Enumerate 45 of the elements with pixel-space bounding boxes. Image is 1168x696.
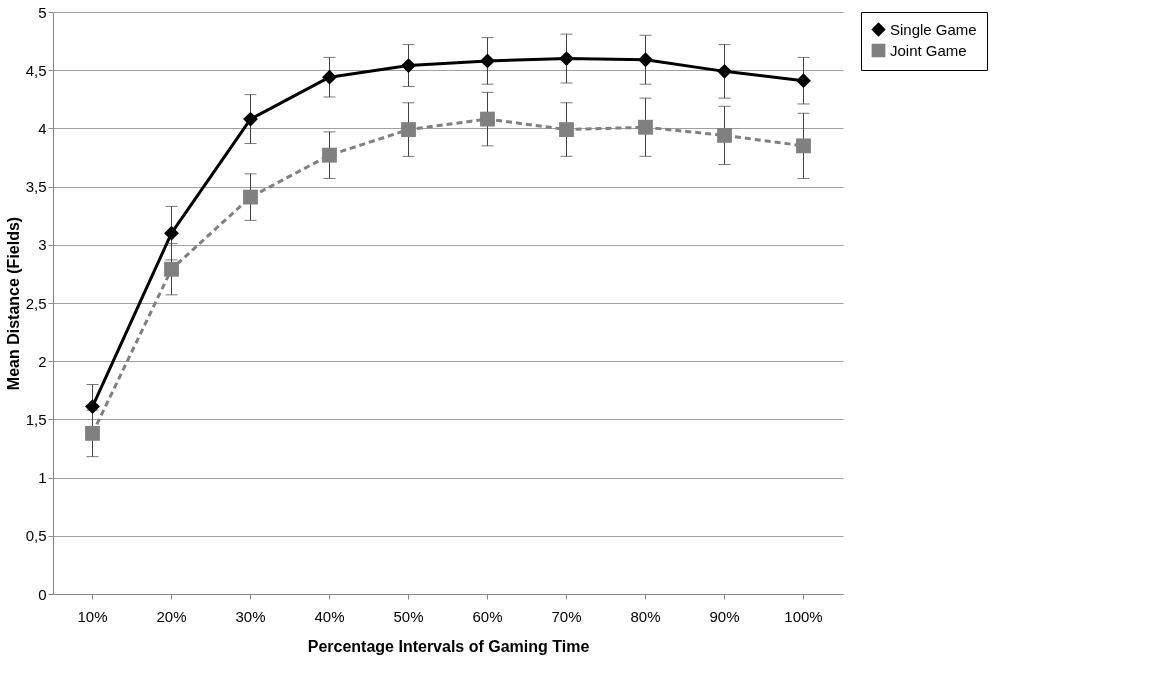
y-tick-label: 1 bbox=[38, 469, 47, 487]
point bbox=[401, 58, 416, 73]
y-tick-label: 0 bbox=[38, 585, 47, 603]
point bbox=[638, 52, 653, 68]
x-tick-label: 30% bbox=[235, 607, 266, 625]
x-tick-label: 20% bbox=[156, 607, 187, 625]
point bbox=[85, 425, 100, 441]
point bbox=[85, 399, 100, 415]
y-tick-label: 4 bbox=[38, 119, 47, 137]
x-tick-label: 100% bbox=[784, 607, 823, 625]
point bbox=[164, 261, 179, 277]
x-tick-label: 50% bbox=[393, 607, 424, 625]
y-tick-label: 5 bbox=[38, 3, 47, 21]
point bbox=[401, 122, 416, 137]
y-tick-label: 2 bbox=[38, 352, 47, 370]
x-tick-label: 90% bbox=[709, 607, 740, 625]
point bbox=[559, 51, 574, 66]
x-tick-label: 80% bbox=[630, 607, 661, 625]
point bbox=[322, 69, 337, 85]
point bbox=[638, 119, 653, 135]
point bbox=[164, 225, 179, 241]
y-tick-label: 3,5 bbox=[25, 178, 47, 196]
point bbox=[322, 147, 337, 163]
x-axis-title: Percentage Intervals of Gaming Time bbox=[307, 637, 590, 655]
y-tick-label: 3 bbox=[38, 236, 47, 254]
legend-label: Single Game bbox=[890, 20, 977, 38]
legend-label: Joint Game bbox=[890, 41, 967, 59]
point bbox=[717, 127, 732, 143]
x-tick-label: 60% bbox=[472, 607, 503, 625]
point bbox=[243, 111, 258, 127]
y-axis-title: Mean Distance (Fields) bbox=[4, 216, 22, 391]
y-tick-label: 4,5 bbox=[25, 61, 47, 79]
x-tick-label: 10% bbox=[77, 607, 108, 625]
point bbox=[559, 122, 574, 137]
point bbox=[480, 53, 495, 69]
x-tick-label: 70% bbox=[551, 607, 582, 625]
y-tick-label: 2,5 bbox=[25, 294, 47, 312]
point bbox=[243, 189, 258, 205]
point bbox=[796, 138, 811, 154]
point bbox=[796, 73, 811, 89]
y-tick-label: 1,5 bbox=[25, 410, 47, 428]
point bbox=[480, 111, 495, 127]
y-tick-label: 0,5 bbox=[25, 527, 47, 545]
x-tick-label: 40% bbox=[314, 607, 345, 625]
point bbox=[717, 63, 732, 79]
